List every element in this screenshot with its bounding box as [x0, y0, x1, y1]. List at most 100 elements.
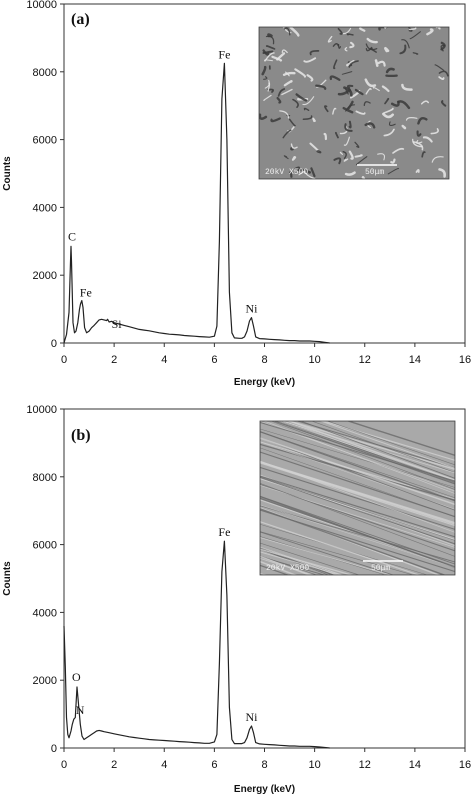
inset-texture-stroke: [260, 437, 455, 511]
inset-texture-stroke: [260, 587, 455, 642]
y-tick-label: 0: [51, 743, 57, 755]
inset-texture-stroke: [260, 508, 447, 575]
x-tick-label: 4: [161, 759, 167, 771]
inset-texture-stroke: [270, 421, 455, 490]
inset-texture-stroke: [260, 466, 455, 530]
inset-texture-stroke: [260, 556, 326, 575]
inset-texture-stroke: [260, 521, 421, 575]
x-axis-title: Energy (keV): [234, 377, 295, 388]
x-tick-label: 12: [359, 759, 371, 771]
inset-texture-stroke: [260, 555, 318, 575]
x-tick-label: 10: [309, 759, 321, 771]
panel-label: (b): [71, 427, 91, 444]
inset-texture-stroke: [260, 583, 455, 656]
y-tick-label: 10000: [26, 0, 57, 11]
inset-texture-stroke: [260, 590, 455, 648]
y-tick-label: 4000: [33, 607, 57, 619]
y-tick-label: 10000: [26, 404, 57, 416]
peak-label: Fe: [218, 525, 230, 539]
inset-texture-stroke: [260, 447, 455, 518]
inset-texture-stroke: [260, 548, 334, 575]
y-tick-label: 2000: [33, 675, 57, 687]
inset-texture-stroke: [260, 579, 455, 644]
spectrum-line: [63, 540, 330, 749]
inset-texture-stroke: [260, 560, 298, 575]
peak-label: N: [76, 703, 85, 717]
inset-texture-stroke: [260, 547, 339, 575]
inset-frame: [258, 26, 450, 180]
inset-texture-stroke: [260, 604, 455, 660]
inset-texture-stroke: [260, 476, 455, 545]
inset-texture-stroke: [260, 428, 455, 488]
inset-texture-stroke: [280, 421, 455, 474]
inset-texture-stroke: [260, 531, 395, 575]
peak-label: O: [72, 670, 81, 684]
inset-texture-stroke: [287, 421, 455, 481]
x-tick-label: 4: [161, 354, 167, 366]
inset-texture-stroke: [295, 421, 455, 469]
x-tick-label: 12: [359, 354, 371, 366]
y-tick-label: 6000: [33, 540, 57, 552]
x-tick-label: 0: [61, 759, 67, 771]
x-tick-label: 8: [261, 759, 267, 771]
inset-texture-stroke: [319, 421, 455, 469]
inset-texture-stroke: [260, 580, 455, 643]
inset-texture-stroke: [260, 497, 455, 568]
peak-label: Fe: [80, 286, 92, 300]
inset-texture-stroke: [260, 604, 455, 672]
x-tick-label: 10: [309, 354, 321, 366]
inset-texture-stroke: [278, 421, 455, 481]
inset-texture-stroke: [260, 421, 455, 492]
x-tick-label: 14: [409, 759, 421, 771]
x-tick-label: 2: [111, 354, 117, 366]
inset-texture-stroke: [260, 431, 455, 502]
inset-frame: [259, 420, 456, 576]
x-tick-label: 16: [459, 354, 471, 366]
inset-texture-stroke: [260, 579, 455, 653]
inset-texture-stroke: [260, 531, 415, 575]
y-axis-title: Counts: [2, 156, 13, 191]
inset-texture-stroke: [260, 537, 393, 575]
inset-texture-stroke: [260, 476, 455, 541]
inset-texture-stroke: [260, 597, 455, 665]
inset-texture-stroke: [260, 564, 290, 575]
sem-info-text: 20kV X500: [266, 564, 309, 573]
inset-texture-stroke: [272, 421, 455, 485]
spectrum-line: [63, 62, 330, 344]
inset-texture-stroke: [299, 421, 455, 479]
inset-texture-stroke: [260, 594, 455, 661]
y-tick-label: 0: [51, 338, 57, 350]
x-tick-label: 14: [409, 354, 421, 366]
inset-texture-stroke: [260, 475, 455, 538]
peak-label: Si: [112, 317, 123, 331]
inset-texture-stroke: [260, 495, 455, 565]
sem-micrograph-rough-surface-icon: 20kV X500 50μm: [259, 27, 449, 179]
peak-label: Fe: [218, 47, 230, 61]
inset-texture-stroke: [260, 504, 455, 568]
inset-texture-stroke: [260, 443, 455, 501]
y-tick-label: 2000: [33, 270, 57, 282]
x-tick-label: 2: [111, 759, 117, 771]
inset-texture-stroke: [260, 555, 312, 575]
panel-b: (b) 0 2000 4000 6000 8000 10000 0 2 4 6 8 10 12 14 16 E…: [2, 404, 471, 795]
peak-label: Ni: [245, 302, 258, 316]
inset-texture-stroke: [260, 601, 455, 676]
inset-texture-stroke: [260, 548, 354, 575]
y-axis-title: Counts: [2, 561, 13, 596]
sem-micrograph-polished-surface-icon: 20kV X500 50μm: [260, 421, 455, 676]
scale-bar-text: 50μm: [365, 168, 384, 177]
x-axis-title: Energy (keV): [234, 784, 295, 795]
y-tick-label: 8000: [33, 472, 57, 484]
inset-texture-stroke: [260, 572, 267, 575]
x-tick-label: 8: [261, 354, 267, 366]
x-tick-label: 0: [61, 354, 67, 366]
inset-texture-stroke: [260, 437, 455, 506]
scale-bar-text: 50μm: [371, 564, 390, 573]
x-tick-label: 16: [459, 759, 471, 771]
inset-background: [259, 27, 449, 179]
inset-texture-stroke: [260, 462, 455, 527]
inset-texture-stroke: [260, 551, 342, 575]
inset-texture-stroke: [260, 536, 387, 575]
inset-texture-stroke: [345, 421, 455, 457]
